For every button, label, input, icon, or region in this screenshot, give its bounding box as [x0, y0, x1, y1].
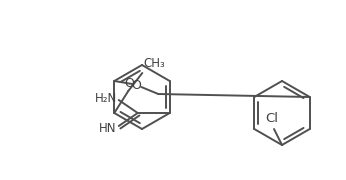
Text: HN: HN	[99, 123, 117, 136]
Text: O: O	[124, 77, 134, 90]
Text: H₂N: H₂N	[94, 91, 117, 105]
Text: CH₃: CH₃	[143, 57, 165, 70]
Text: O: O	[131, 78, 141, 91]
Text: Cl: Cl	[265, 112, 279, 125]
